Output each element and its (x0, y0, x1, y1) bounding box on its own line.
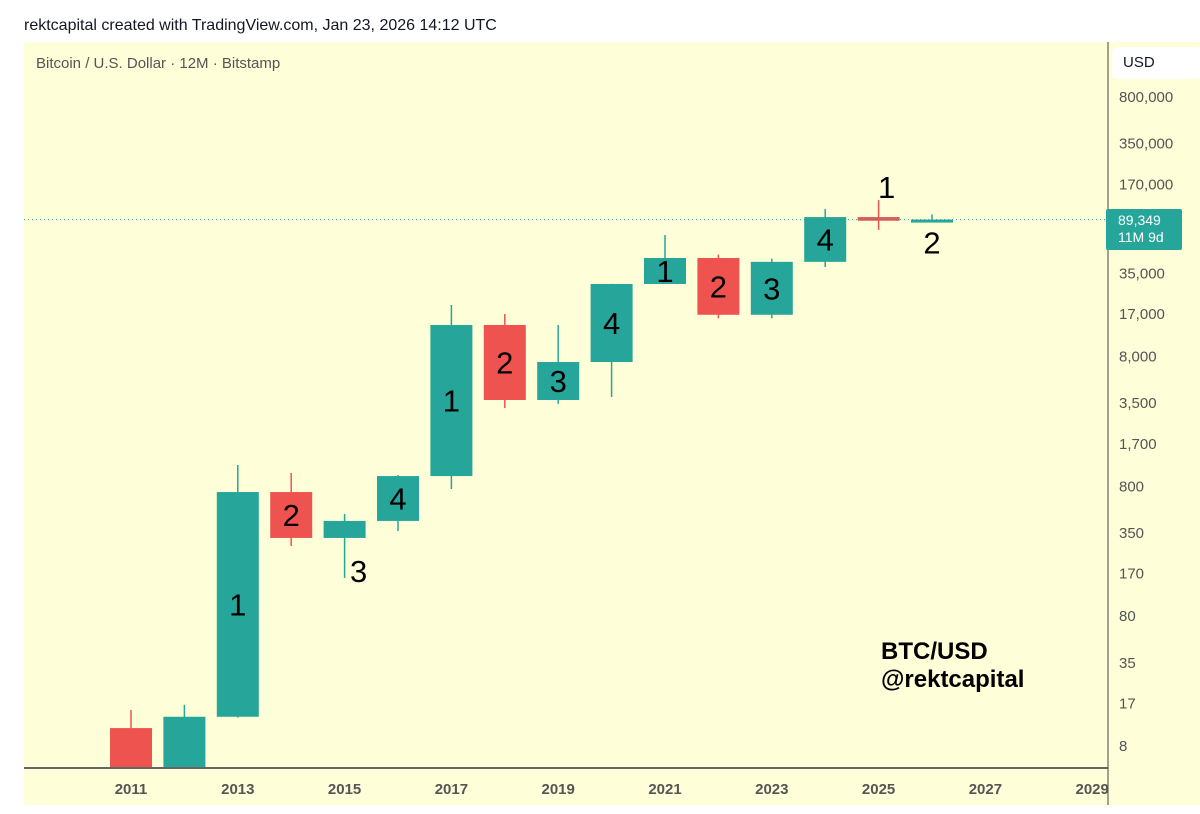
candle-2015 (323, 513, 366, 578)
y-tick-label: 17 (1119, 696, 1136, 713)
candle-2014 (270, 472, 313, 547)
candle-2018 (483, 313, 526, 409)
candle-body (323, 520, 366, 538)
candle-2012 (163, 704, 206, 768)
candle-body (644, 257, 686, 284)
candle-body (216, 492, 259, 717)
x-tick-label: 2027 (969, 781, 1002, 798)
y-tick-label: 8 (1119, 738, 1127, 755)
cycle-year-label: 1 (656, 254, 673, 289)
y-tick-label: 170,000 (1119, 176, 1173, 193)
x-tick-label: 2025 (862, 781, 895, 798)
candles (110, 200, 953, 768)
candle-body (270, 492, 313, 538)
candle-body (110, 728, 152, 768)
candle-body (377, 476, 419, 521)
x-tick-label: 2015 (328, 781, 361, 798)
x-tick-label: 2019 (542, 781, 575, 798)
candle-body (163, 716, 206, 768)
watermark-author: @rektcapital (881, 666, 1025, 693)
y-tick-label: 8,000 (1119, 349, 1157, 366)
cycle-year-label: 1 (229, 587, 246, 622)
y-tick-label: 35,000 (1119, 265, 1165, 282)
x-tick-label: 2011 (115, 781, 148, 798)
cycle-year-label: 2 (283, 498, 300, 533)
candle-2016 (377, 475, 419, 532)
last-price-value: 89,349 (1118, 212, 1161, 228)
y-tick-label: 350 (1119, 525, 1144, 542)
cycle-year-label: 2 (710, 269, 727, 304)
candle-2017 (430, 305, 473, 490)
candle-2025 (857, 200, 900, 230)
cycle-year-label: 4 (603, 306, 620, 341)
y-axis-ticks: 800,000 350,000 170,000 35,000 17,000 8,000 3,… (1119, 89, 1173, 755)
x-tick-label: 2021 (648, 781, 681, 798)
candle-body (590, 283, 633, 363)
candle-body (483, 324, 526, 400)
x-tick-label: 2029 (1076, 781, 1109, 798)
candle-body (804, 217, 847, 262)
cycle-year-label: 4 (817, 222, 834, 257)
x-tick-label: 2017 (435, 781, 468, 798)
candle-2021 (644, 235, 686, 284)
currency-button[interactable]: USD (1112, 47, 1200, 79)
last-price-tag: 89,349 11M 9d (1106, 209, 1182, 250)
cycle-year-label: 1 (878, 170, 895, 205)
chart-credit: rektcapital created with TradingView.com… (24, 17, 497, 34)
candle-body (697, 257, 740, 315)
watermark: BTC/USD @rektcapital (881, 638, 1024, 694)
candle-2022 (697, 254, 740, 319)
candle-body (430, 324, 473, 477)
candle-2011 (110, 709, 152, 768)
candle-2013 (216, 465, 259, 718)
candle-2019 (537, 324, 580, 404)
symbol-legend[interactable]: Bitcoin / U.S. Dollar · 12M · Bitstamp (36, 55, 281, 72)
candle-body (750, 261, 793, 315)
cycle-year-label: 3 (763, 271, 780, 306)
y-tick-label: 800,000 (1119, 89, 1173, 106)
cycle-year-label: 1 (443, 384, 460, 419)
cycle-year-label: 4 (389, 481, 406, 516)
candle-2023 (750, 258, 793, 319)
cycle-year-label: 2 (923, 226, 940, 261)
cycle-year-label: 3 (550, 364, 567, 399)
y-tick-label: 17,000 (1119, 306, 1165, 323)
candle-2024 (804, 208, 847, 268)
cycle-year-label: 2 (496, 345, 513, 380)
cycle-year-label: 3 (350, 554, 367, 589)
y-tick-label: 800 (1119, 478, 1144, 495)
x-axis-ticks: 2011 2013 2015 2017 2019 2021 2023 2025 2027 2029 (115, 781, 1109, 798)
x-tick-label: 2013 (221, 781, 254, 798)
bar-countdown: 11M 9d (1118, 229, 1164, 245)
y-tick-label: 350,000 (1119, 136, 1173, 153)
candle-body (537, 362, 580, 400)
x-tick-label: 2023 (755, 781, 788, 798)
y-tick-label: 1,700 (1119, 436, 1157, 453)
y-tick-label: 3,500 (1119, 395, 1157, 412)
y-tick-label: 35 (1119, 655, 1136, 672)
watermark-pair: BTC/USD (881, 638, 988, 665)
candle-body (857, 217, 900, 221)
candle-body (911, 219, 953, 223)
y-tick-label: 80 (1119, 608, 1136, 625)
y-tick-label: 170 (1119, 566, 1144, 583)
candle-2020 (590, 283, 633, 397)
